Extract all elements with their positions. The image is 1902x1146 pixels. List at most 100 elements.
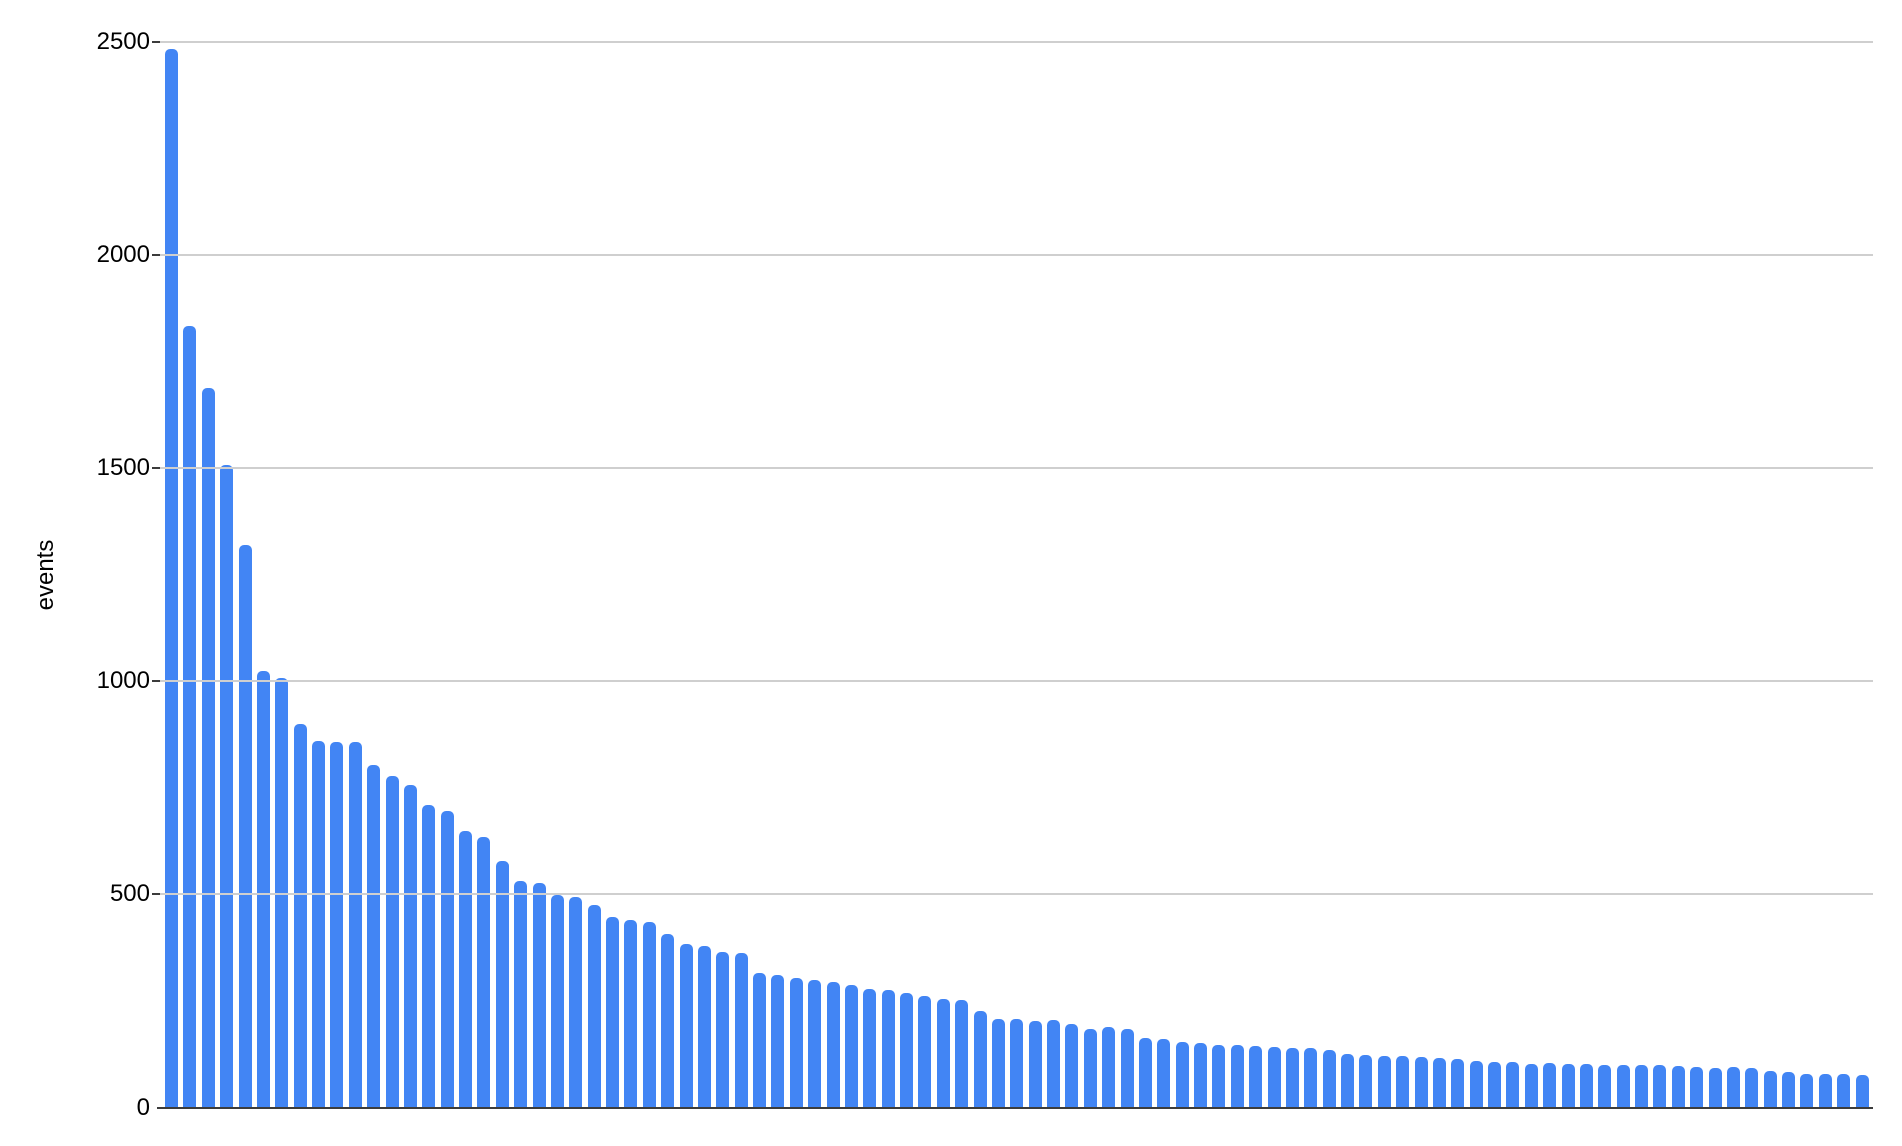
bar — [991, 1019, 1005, 1108]
bar — [1855, 1074, 1869, 1108]
bar — [844, 984, 858, 1108]
bar — [256, 670, 270, 1108]
bar — [183, 325, 197, 1108]
bar — [1047, 1020, 1060, 1108]
y-tick-mark — [152, 41, 160, 43]
bar — [1414, 1056, 1428, 1108]
y-tick-label: 0 — [136, 1093, 150, 1121]
bar — [1635, 1064, 1648, 1108]
bar — [1506, 1062, 1520, 1108]
bar — [1598, 1064, 1612, 1108]
bar — [1396, 1056, 1410, 1108]
bar — [1745, 1068, 1759, 1108]
bar — [1837, 1074, 1851, 1108]
bar — [312, 740, 325, 1108]
bar — [1377, 1055, 1391, 1108]
bar — [789, 977, 803, 1108]
bar — [1726, 1066, 1740, 1108]
y-tick-label: 2500 — [96, 28, 150, 55]
bar — [275, 678, 289, 1108]
bar — [1322, 1049, 1336, 1108]
bar — [1267, 1046, 1281, 1108]
bar — [1138, 1037, 1152, 1108]
bar — [1451, 1059, 1465, 1108]
bar — [1304, 1048, 1318, 1108]
bar — [1341, 1053, 1354, 1108]
y-tick-label: 500 — [109, 880, 150, 908]
bar — [1065, 1024, 1079, 1108]
bar — [422, 804, 436, 1108]
bar — [220, 465, 234, 1108]
bar — [385, 776, 399, 1108]
bar — [1818, 1073, 1832, 1108]
bar — [165, 48, 178, 1108]
gridline-1000 — [160, 680, 1873, 683]
gridline-500 — [160, 893, 1873, 896]
bar — [1653, 1065, 1667, 1108]
bar — [973, 1011, 987, 1108]
bar — [1432, 1058, 1446, 1108]
bar — [330, 742, 344, 1108]
bar — [348, 742, 362, 1108]
bar — [1102, 1027, 1116, 1108]
bar — [642, 922, 656, 1108]
bar — [679, 943, 693, 1108]
bar — [697, 945, 711, 1108]
bar — [1708, 1067, 1722, 1108]
bar — [367, 764, 381, 1108]
bar — [716, 951, 730, 1108]
bar — [403, 784, 417, 1108]
bar — [1543, 1063, 1557, 1108]
bar — [826, 981, 840, 1108]
bar — [1212, 1044, 1226, 1108]
bar — [238, 544, 252, 1108]
bar — [1524, 1063, 1538, 1108]
gridline-1500 — [160, 467, 1873, 470]
bar — [293, 724, 307, 1108]
bar — [1083, 1028, 1097, 1108]
bar — [1359, 1055, 1373, 1108]
bar — [1800, 1073, 1814, 1108]
bar — [918, 996, 932, 1108]
x-axis-line — [157, 1106, 1873, 1109]
y-tick-mark — [152, 893, 160, 896]
bar — [459, 831, 472, 1108]
bar — [1763, 1070, 1777, 1108]
gridline-2000 — [160, 254, 1873, 257]
y-axis-title: events — [32, 539, 59, 611]
bar — [753, 973, 766, 1108]
bar — [1285, 1047, 1299, 1108]
bar — [550, 894, 564, 1108]
bar — [514, 881, 528, 1108]
bar — [1194, 1042, 1207, 1108]
bar — [477, 836, 491, 1108]
y-tick-label: 1500 — [96, 454, 150, 482]
bar — [1028, 1020, 1042, 1108]
y-tick-mark — [152, 467, 160, 470]
bar — [661, 934, 675, 1108]
bar — [1671, 1065, 1685, 1108]
bar — [532, 883, 546, 1108]
bar — [936, 998, 950, 1108]
bar — [1249, 1046, 1263, 1108]
bars-container — [160, 42, 1873, 1108]
bar — [1488, 1061, 1501, 1108]
gridline-2500 — [160, 41, 1873, 43]
bar — [587, 904, 601, 1108]
y-tick-label: 1000 — [96, 667, 150, 695]
bar — [1157, 1038, 1171, 1108]
bar — [881, 989, 895, 1108]
bar — [1010, 1018, 1024, 1108]
bar — [1469, 1060, 1483, 1108]
bar — [440, 810, 454, 1108]
bar — [1616, 1064, 1630, 1108]
y-tick-mark — [152, 254, 160, 257]
bar — [734, 952, 748, 1108]
bar — [955, 999, 969, 1108]
bar — [1175, 1042, 1189, 1108]
bar — [863, 989, 877, 1108]
bar — [495, 861, 509, 1108]
bar — [1782, 1071, 1795, 1108]
bar — [1690, 1066, 1704, 1108]
